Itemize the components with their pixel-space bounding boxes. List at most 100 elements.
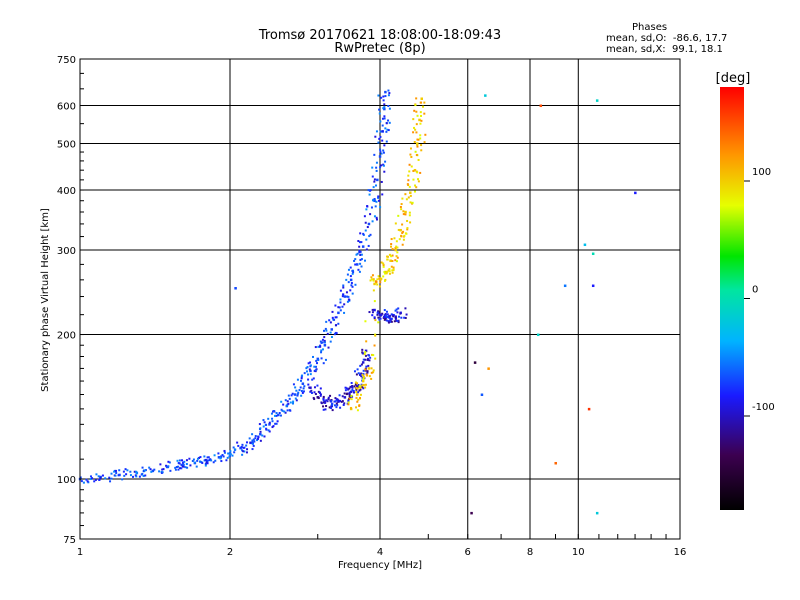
trace-dot (355, 388, 358, 391)
trace-dot (419, 114, 422, 117)
trace-dot (362, 375, 365, 378)
trace-dot (396, 256, 399, 259)
trace-dot (366, 357, 369, 360)
trace-dot (206, 462, 209, 465)
trace-dot (382, 275, 385, 278)
trace-dot (348, 387, 351, 390)
trace-dot (394, 317, 397, 320)
trace-dot (312, 377, 315, 380)
trace-dot (371, 274, 374, 277)
trace-dot (349, 396, 352, 399)
trace-dot (361, 373, 364, 376)
trace-dot (400, 203, 403, 206)
trace-dot (346, 295, 349, 298)
trace-dot (381, 117, 384, 120)
trace-dot (204, 462, 207, 465)
trace-dot (368, 311, 371, 314)
trace-dot (185, 459, 188, 462)
trace-dot (387, 320, 390, 323)
trace-dot (415, 153, 418, 156)
trace-dot (408, 163, 411, 166)
trace-dot (347, 298, 350, 301)
trace-dot (359, 253, 362, 256)
trace-dot (299, 386, 302, 389)
trace-dot (317, 397, 320, 400)
trace-dot (281, 409, 284, 412)
trace-dot (373, 178, 376, 181)
trace-dot (395, 319, 398, 322)
trace-dot (349, 275, 352, 278)
trace-dot (365, 365, 368, 368)
trace-dot (316, 362, 319, 365)
trace-dot (324, 327, 327, 330)
trace-dot (292, 400, 295, 403)
trace-dot (330, 399, 333, 402)
trace-dot (375, 200, 378, 203)
trace-point (309, 369, 312, 373)
trace-dot (415, 186, 418, 189)
trace-dot (401, 223, 404, 226)
trace-dot (296, 393, 299, 396)
colorbar-tick-label: 0 (752, 285, 758, 296)
trace-dot (181, 465, 184, 468)
trace-dot (374, 280, 377, 283)
trace-dot (309, 373, 312, 376)
trace-point (343, 295, 347, 298)
trace-dot (313, 365, 316, 368)
trace-dot (352, 389, 355, 392)
trace-dot (199, 460, 202, 463)
trace-dot (382, 99, 385, 102)
trace-dot (416, 145, 419, 148)
trace-dot (355, 387, 358, 390)
trace-dot (383, 103, 386, 106)
trace-dot (378, 318, 381, 321)
trace-dot (390, 245, 393, 248)
trace-dot (313, 398, 316, 401)
trace-dot (366, 370, 369, 373)
trace-dot (263, 435, 266, 438)
trace-dot (161, 468, 164, 471)
trace-dot (314, 393, 317, 396)
trace-dot (368, 193, 371, 196)
trace-dot (348, 391, 351, 394)
trace-dot (148, 466, 151, 469)
trace-dot (177, 465, 180, 468)
x-tick-label: 1 (77, 547, 83, 558)
trace-dot (271, 417, 274, 420)
trace-dot (366, 358, 369, 361)
trace-dot (355, 390, 358, 393)
trace-dot (370, 276, 373, 279)
trace-dot (356, 387, 359, 390)
trace-dot (251, 448, 254, 451)
trace-dot (254, 435, 257, 438)
y-tick-label: 600 (57, 102, 76, 113)
trace-dot (306, 366, 309, 369)
trace-dot (319, 394, 322, 397)
trace-dot (368, 359, 371, 362)
trace-dot (373, 153, 376, 156)
trace-dot (374, 205, 377, 208)
trace-dot (351, 386, 354, 389)
trace-dot (328, 406, 331, 409)
trace-dot (333, 400, 336, 403)
trace-dot (114, 474, 117, 477)
trace-dot (378, 285, 381, 288)
trace-dot (144, 469, 147, 472)
trace-dot (347, 268, 350, 271)
trace-dot (153, 468, 156, 471)
trace-dot (85, 478, 88, 481)
trace-dot (339, 406, 342, 409)
trace-dot (372, 354, 375, 357)
trace-dot (346, 300, 349, 303)
trace-dot (394, 259, 397, 262)
trace-dot (322, 399, 325, 402)
trace-dot (141, 466, 144, 469)
trace-dot (198, 456, 201, 459)
trace-dot (337, 322, 340, 325)
trace-dot (326, 332, 329, 335)
trace-dot (384, 272, 387, 275)
trace-dot (319, 393, 322, 396)
trace-dot (399, 205, 402, 208)
trace-dot (253, 440, 256, 443)
trace-dot (307, 362, 310, 365)
